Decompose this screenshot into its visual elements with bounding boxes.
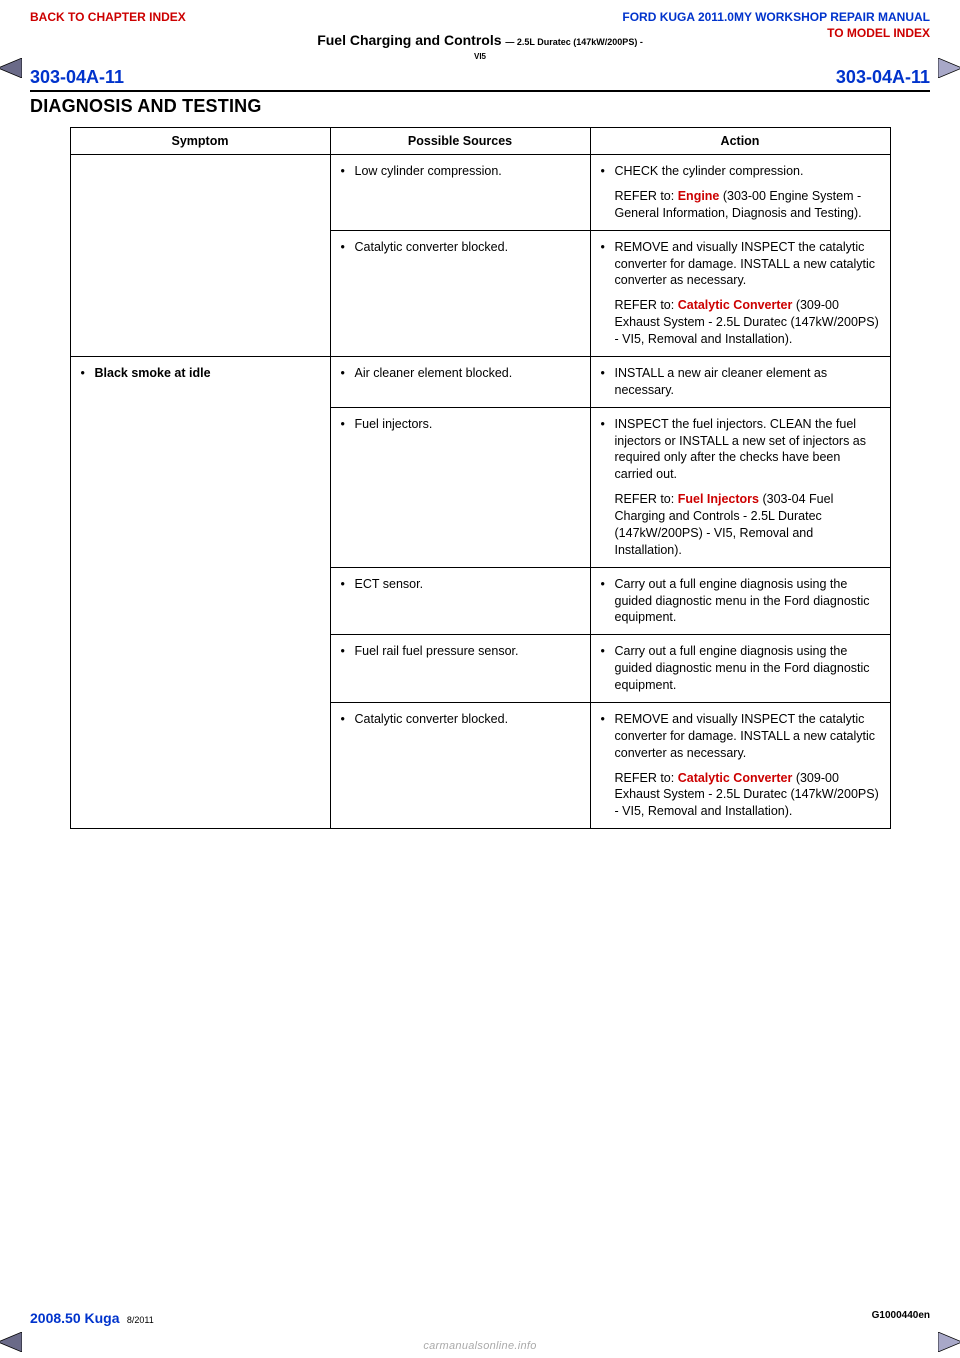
footer-row: 2008.50 Kuga 8/2011 G1000440en: [30, 1310, 930, 1326]
source-text: ECT sensor.: [341, 576, 580, 593]
doc-title-main: Fuel Charging and Controls: [317, 32, 501, 48]
action-refer: REFER to: Catalytic Converter (309-00 Ex…: [601, 770, 880, 821]
section-code-left: 303-04A-11: [30, 67, 124, 88]
brand-and-model-link: FORD KUGA 2011.0MY WORKSHOP REPAIR MANUA…: [622, 10, 930, 40]
footer-year-model: 2008.50 Kuga: [30, 1310, 120, 1326]
top-rule: [30, 90, 930, 92]
symptom-text: Black smoke at idle: [81, 365, 320, 382]
source-cell: Catalytic converter blocked.: [330, 230, 590, 356]
section-heading: DIAGNOSIS AND TESTING: [30, 96, 930, 117]
action-item: REMOVE and visually INSPECT the catalyti…: [601, 239, 880, 290]
footer-right-code: G1000440en: [872, 1310, 930, 1326]
watermark: carmanualsonline.info: [0, 1340, 960, 1352]
table-row: Black smoke at idle Air cleaner element b…: [70, 356, 890, 407]
action-cell: REMOVE and visually INSPECT the catalyti…: [590, 702, 890, 828]
action-cell: Carry out a full engine diagnosis using …: [590, 567, 890, 635]
symptom-cell: [70, 155, 330, 357]
col-header-sources: Possible Sources: [330, 128, 590, 155]
action-cell: INSPECT the fuel injectors. CLEAN the fu…: [590, 407, 890, 567]
symptom-cell: Black smoke at idle: [70, 356, 330, 828]
source-text: Fuel injectors.: [341, 416, 580, 433]
source-cell: Air cleaner element blocked.: [330, 356, 590, 407]
action-item: INSTALL a new air cleaner element as nec…: [601, 365, 880, 399]
doc-subtitle: VI5: [30, 52, 930, 61]
action-item: REMOVE and visually INSPECT the catalyti…: [601, 711, 880, 762]
to-model-index-link[interactable]: TO MODEL INDEX: [622, 26, 930, 40]
footer-date: 8/2011: [127, 1315, 154, 1325]
nav-arrow-prev-top[interactable]: [0, 58, 22, 78]
source-text: Air cleaner element blocked.: [341, 365, 580, 382]
action-refer: REFER to: Catalytic Converter (309-00 Ex…: [601, 297, 880, 348]
source-text: Catalytic converter blocked.: [341, 711, 580, 728]
col-header-symptom: Symptom: [70, 128, 330, 155]
back-to-chapter-link[interactable]: BACK TO CHAPTER INDEX: [30, 10, 186, 24]
source-text: Low cylinder compression.: [341, 163, 580, 180]
source-cell: Catalytic converter blocked.: [330, 702, 590, 828]
action-refer: REFER to: Fuel Injectors (303-04 Fuel Ch…: [601, 491, 880, 559]
top-links-row: BACK TO CHAPTER INDEX FORD KUGA 2011.0MY…: [30, 10, 930, 28]
action-refer: REFER to: Engine (303-00 Engine System -…: [601, 188, 880, 222]
table-row: Low cylinder compression. CHECK the cylin…: [70, 155, 890, 231]
source-text: Fuel rail fuel pressure sensor.: [341, 643, 580, 660]
action-item: Carry out a full engine diagnosis using …: [601, 643, 880, 694]
page-root: BACK TO CHAPTER INDEX FORD KUGA 2011.0MY…: [0, 0, 960, 1358]
section-code-right: 303-04A-11: [836, 67, 930, 88]
col-header-action: Action: [590, 128, 890, 155]
action-cell: INSTALL a new air cleaner element as nec…: [590, 356, 890, 407]
action-item: Carry out a full engine diagnosis using …: [601, 576, 880, 627]
section-code-row: 303-04A-11 303-04A-11: [30, 67, 930, 88]
footer-left: 2008.50 Kuga 8/2011: [30, 1310, 154, 1326]
source-cell: Fuel rail fuel pressure sensor.: [330, 635, 590, 703]
source-cell: Fuel injectors.: [330, 407, 590, 567]
action-cell: Carry out a full engine diagnosis using …: [590, 635, 890, 703]
brand-line: FORD KUGA 2011.0MY WORKSHOP REPAIR MANUA…: [622, 10, 930, 24]
diagnosis-table: Symptom Possible Sources Action Low cyli…: [70, 127, 891, 829]
action-item: INSPECT the fuel injectors. CLEAN the fu…: [601, 416, 880, 484]
action-cell: CHECK the cylinder compression. REFER to:…: [590, 155, 890, 231]
action-cell: REMOVE and visually INSPECT the catalyti…: [590, 230, 890, 356]
source-cell: Low cylinder compression.: [330, 155, 590, 231]
source-text: Catalytic converter blocked.: [341, 239, 580, 256]
nav-arrow-next-top[interactable]: [938, 58, 960, 78]
source-cell: ECT sensor.: [330, 567, 590, 635]
action-item: CHECK the cylinder compression.: [601, 163, 880, 180]
